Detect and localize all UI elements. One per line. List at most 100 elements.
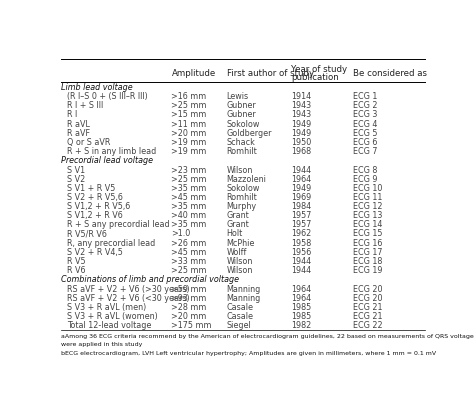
Text: S V1,2 + R V5,6: S V1,2 + R V5,6 (67, 202, 130, 211)
Text: Year of study: Year of study (291, 65, 347, 74)
Text: Romhilt: Romhilt (227, 147, 257, 156)
Text: 1964: 1964 (291, 285, 311, 294)
Text: 1944: 1944 (291, 266, 311, 275)
Text: ECG 10: ECG 10 (353, 184, 383, 193)
Text: R V5: R V5 (67, 257, 86, 266)
Text: ECG 21: ECG 21 (353, 303, 383, 312)
Text: 1958: 1958 (291, 239, 311, 248)
Text: RS aVF + V2 + V6 (<30 years): RS aVF + V2 + V6 (<30 years) (67, 294, 190, 303)
Text: S V1: S V1 (67, 166, 85, 175)
Text: >1.0: >1.0 (172, 229, 191, 239)
Text: First author of study: First author of study (227, 69, 314, 78)
Text: RS aVF + V2 + V6 (>30 years): RS aVF + V2 + V6 (>30 years) (67, 285, 190, 294)
Text: aAmong 36 ECG criteria recommend by the American of electrocardiogram guidelines: aAmong 36 ECG criteria recommend by the … (61, 334, 474, 339)
Text: Murphy: Murphy (227, 202, 257, 211)
Text: Gubner: Gubner (227, 111, 256, 119)
Text: 1944: 1944 (291, 166, 311, 175)
Text: ECG 16: ECG 16 (353, 239, 383, 248)
Text: >45 mm: >45 mm (172, 193, 207, 202)
Text: ECG 5: ECG 5 (353, 128, 378, 138)
Text: Holt: Holt (227, 229, 243, 239)
Text: ECG 22: ECG 22 (353, 321, 383, 330)
Text: S V3 + R aVL (women): S V3 + R aVL (women) (67, 312, 158, 321)
Text: Sokolow: Sokolow (227, 120, 260, 128)
Text: 1957: 1957 (291, 211, 311, 220)
Text: 1982: 1982 (291, 321, 311, 330)
Text: Be considered as: Be considered as (353, 69, 428, 78)
Text: S V1,2 + R V6: S V1,2 + R V6 (67, 211, 123, 220)
Text: >35 mm: >35 mm (172, 202, 207, 211)
Text: >25 mm: >25 mm (172, 101, 207, 111)
Text: 1964: 1964 (291, 294, 311, 303)
Text: R, any precordial lead: R, any precordial lead (67, 239, 155, 248)
Text: S V3 + R aVL (men): S V3 + R aVL (men) (67, 303, 146, 312)
Text: ECG 20: ECG 20 (353, 294, 383, 303)
Text: >25 mm: >25 mm (172, 175, 207, 184)
Text: ECG 20: ECG 20 (353, 285, 383, 294)
Text: >25 mm: >25 mm (172, 266, 207, 275)
Text: Precordial lead voltage: Precordial lead voltage (61, 156, 153, 165)
Text: 1985: 1985 (291, 303, 311, 312)
Text: Wolff: Wolff (227, 248, 247, 257)
Text: 1949: 1949 (291, 120, 311, 128)
Text: 1984: 1984 (291, 202, 311, 211)
Text: Wilson: Wilson (227, 166, 253, 175)
Text: 1968: 1968 (291, 147, 311, 156)
Text: ECG 2: ECG 2 (353, 101, 378, 111)
Text: >40 mm: >40 mm (172, 211, 207, 220)
Text: ECG 13: ECG 13 (353, 211, 383, 220)
Text: Manning: Manning (227, 294, 261, 303)
Text: Total 12-lead voltage: Total 12-lead voltage (67, 321, 151, 330)
Text: >15 mm: >15 mm (172, 111, 207, 119)
Text: ECG 17: ECG 17 (353, 248, 383, 257)
Text: ECG 3: ECG 3 (353, 111, 378, 119)
Text: 1950: 1950 (291, 138, 311, 147)
Text: 1949: 1949 (291, 128, 311, 138)
Text: 1949: 1949 (291, 184, 311, 193)
Text: >175 mm: >175 mm (172, 321, 212, 330)
Text: >28 mm: >28 mm (172, 303, 207, 312)
Text: >19 mm: >19 mm (172, 138, 207, 147)
Text: 1957: 1957 (291, 221, 311, 229)
Text: Gubner: Gubner (227, 101, 256, 111)
Text: Manning: Manning (227, 285, 261, 294)
Text: >20 mm: >20 mm (172, 312, 207, 321)
Text: R I: R I (67, 111, 77, 119)
Text: bECG electrocardiogram, LVH Left ventricular hypertrophy; Amplitudes are given i: bECG electrocardiogram, LVH Left ventric… (61, 351, 436, 356)
Text: Q or S aVR: Q or S aVR (67, 138, 110, 147)
Text: 1944: 1944 (291, 257, 311, 266)
Text: >45 mm: >45 mm (172, 248, 207, 257)
Text: S V2 + R V5,6: S V2 + R V5,6 (67, 193, 123, 202)
Text: >35 mm: >35 mm (172, 221, 207, 229)
Text: (R I–S 0 + (S III–R III): (R I–S 0 + (S III–R III) (67, 92, 148, 101)
Text: ECG 1: ECG 1 (353, 92, 378, 101)
Text: S V2: S V2 (67, 175, 85, 184)
Text: 1985: 1985 (291, 312, 311, 321)
Text: were applied in this study: were applied in this study (61, 342, 142, 347)
Text: ECG 7: ECG 7 (353, 147, 378, 156)
Text: Schack: Schack (227, 138, 255, 147)
Text: R + S in any limb lead: R + S in any limb lead (67, 147, 156, 156)
Text: >33 mm: >33 mm (172, 257, 207, 266)
Text: ECG 6: ECG 6 (353, 138, 378, 147)
Text: Sokolow: Sokolow (227, 184, 260, 193)
Text: >59 mm: >59 mm (172, 285, 207, 294)
Text: Siegel: Siegel (227, 321, 251, 330)
Text: Wilson: Wilson (227, 257, 253, 266)
Text: R + S any precordial lead: R + S any precordial lead (67, 221, 170, 229)
Text: R V5/R V6: R V5/R V6 (67, 229, 107, 239)
Text: ECG 9: ECG 9 (353, 175, 378, 184)
Text: ECG 8: ECG 8 (353, 166, 378, 175)
Text: 1969: 1969 (291, 193, 311, 202)
Text: >23 mm: >23 mm (172, 166, 207, 175)
Text: Limb lead voltage: Limb lead voltage (61, 83, 132, 91)
Text: publication: publication (291, 73, 338, 82)
Text: R I + S III: R I + S III (67, 101, 103, 111)
Text: Casale: Casale (227, 312, 254, 321)
Text: ECG 18: ECG 18 (353, 257, 383, 266)
Text: >26 mm: >26 mm (172, 239, 207, 248)
Text: Mazzoleni: Mazzoleni (227, 175, 266, 184)
Text: 1964: 1964 (291, 175, 311, 184)
Text: ECG 19: ECG 19 (353, 266, 383, 275)
Text: >16 mm: >16 mm (172, 92, 207, 101)
